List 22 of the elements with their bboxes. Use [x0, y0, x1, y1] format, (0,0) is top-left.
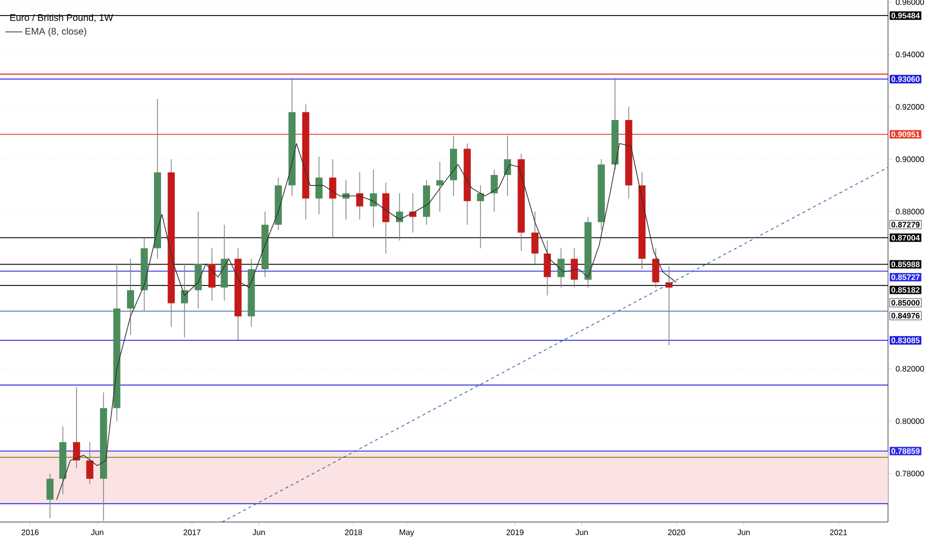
candlestick	[436, 161, 444, 212]
candlestick	[504, 135, 512, 196]
candlestick	[531, 211, 538, 264]
candlestick	[208, 248, 216, 302]
candlestick	[86, 442, 94, 484]
candlestick	[570, 248, 578, 288]
candlestick	[180, 264, 188, 338]
candlestick	[370, 169, 377, 228]
candlestick	[73, 386, 80, 469]
candlestick	[396, 192, 404, 241]
candlestick	[126, 258, 134, 336]
candlestick	[315, 156, 323, 215]
text: EMA (8, close)	[26, 28, 86, 36]
candlestick	[46, 473, 54, 518]
line-series	[56, 143, 676, 500]
candlestick	[557, 248, 565, 288]
candlestick	[356, 172, 364, 220]
candlestick	[544, 240, 551, 296]
candlestick	[652, 248, 660, 288]
candlestick	[490, 169, 498, 212]
candlestick	[409, 192, 416, 233]
candlestick	[329, 158, 336, 238]
